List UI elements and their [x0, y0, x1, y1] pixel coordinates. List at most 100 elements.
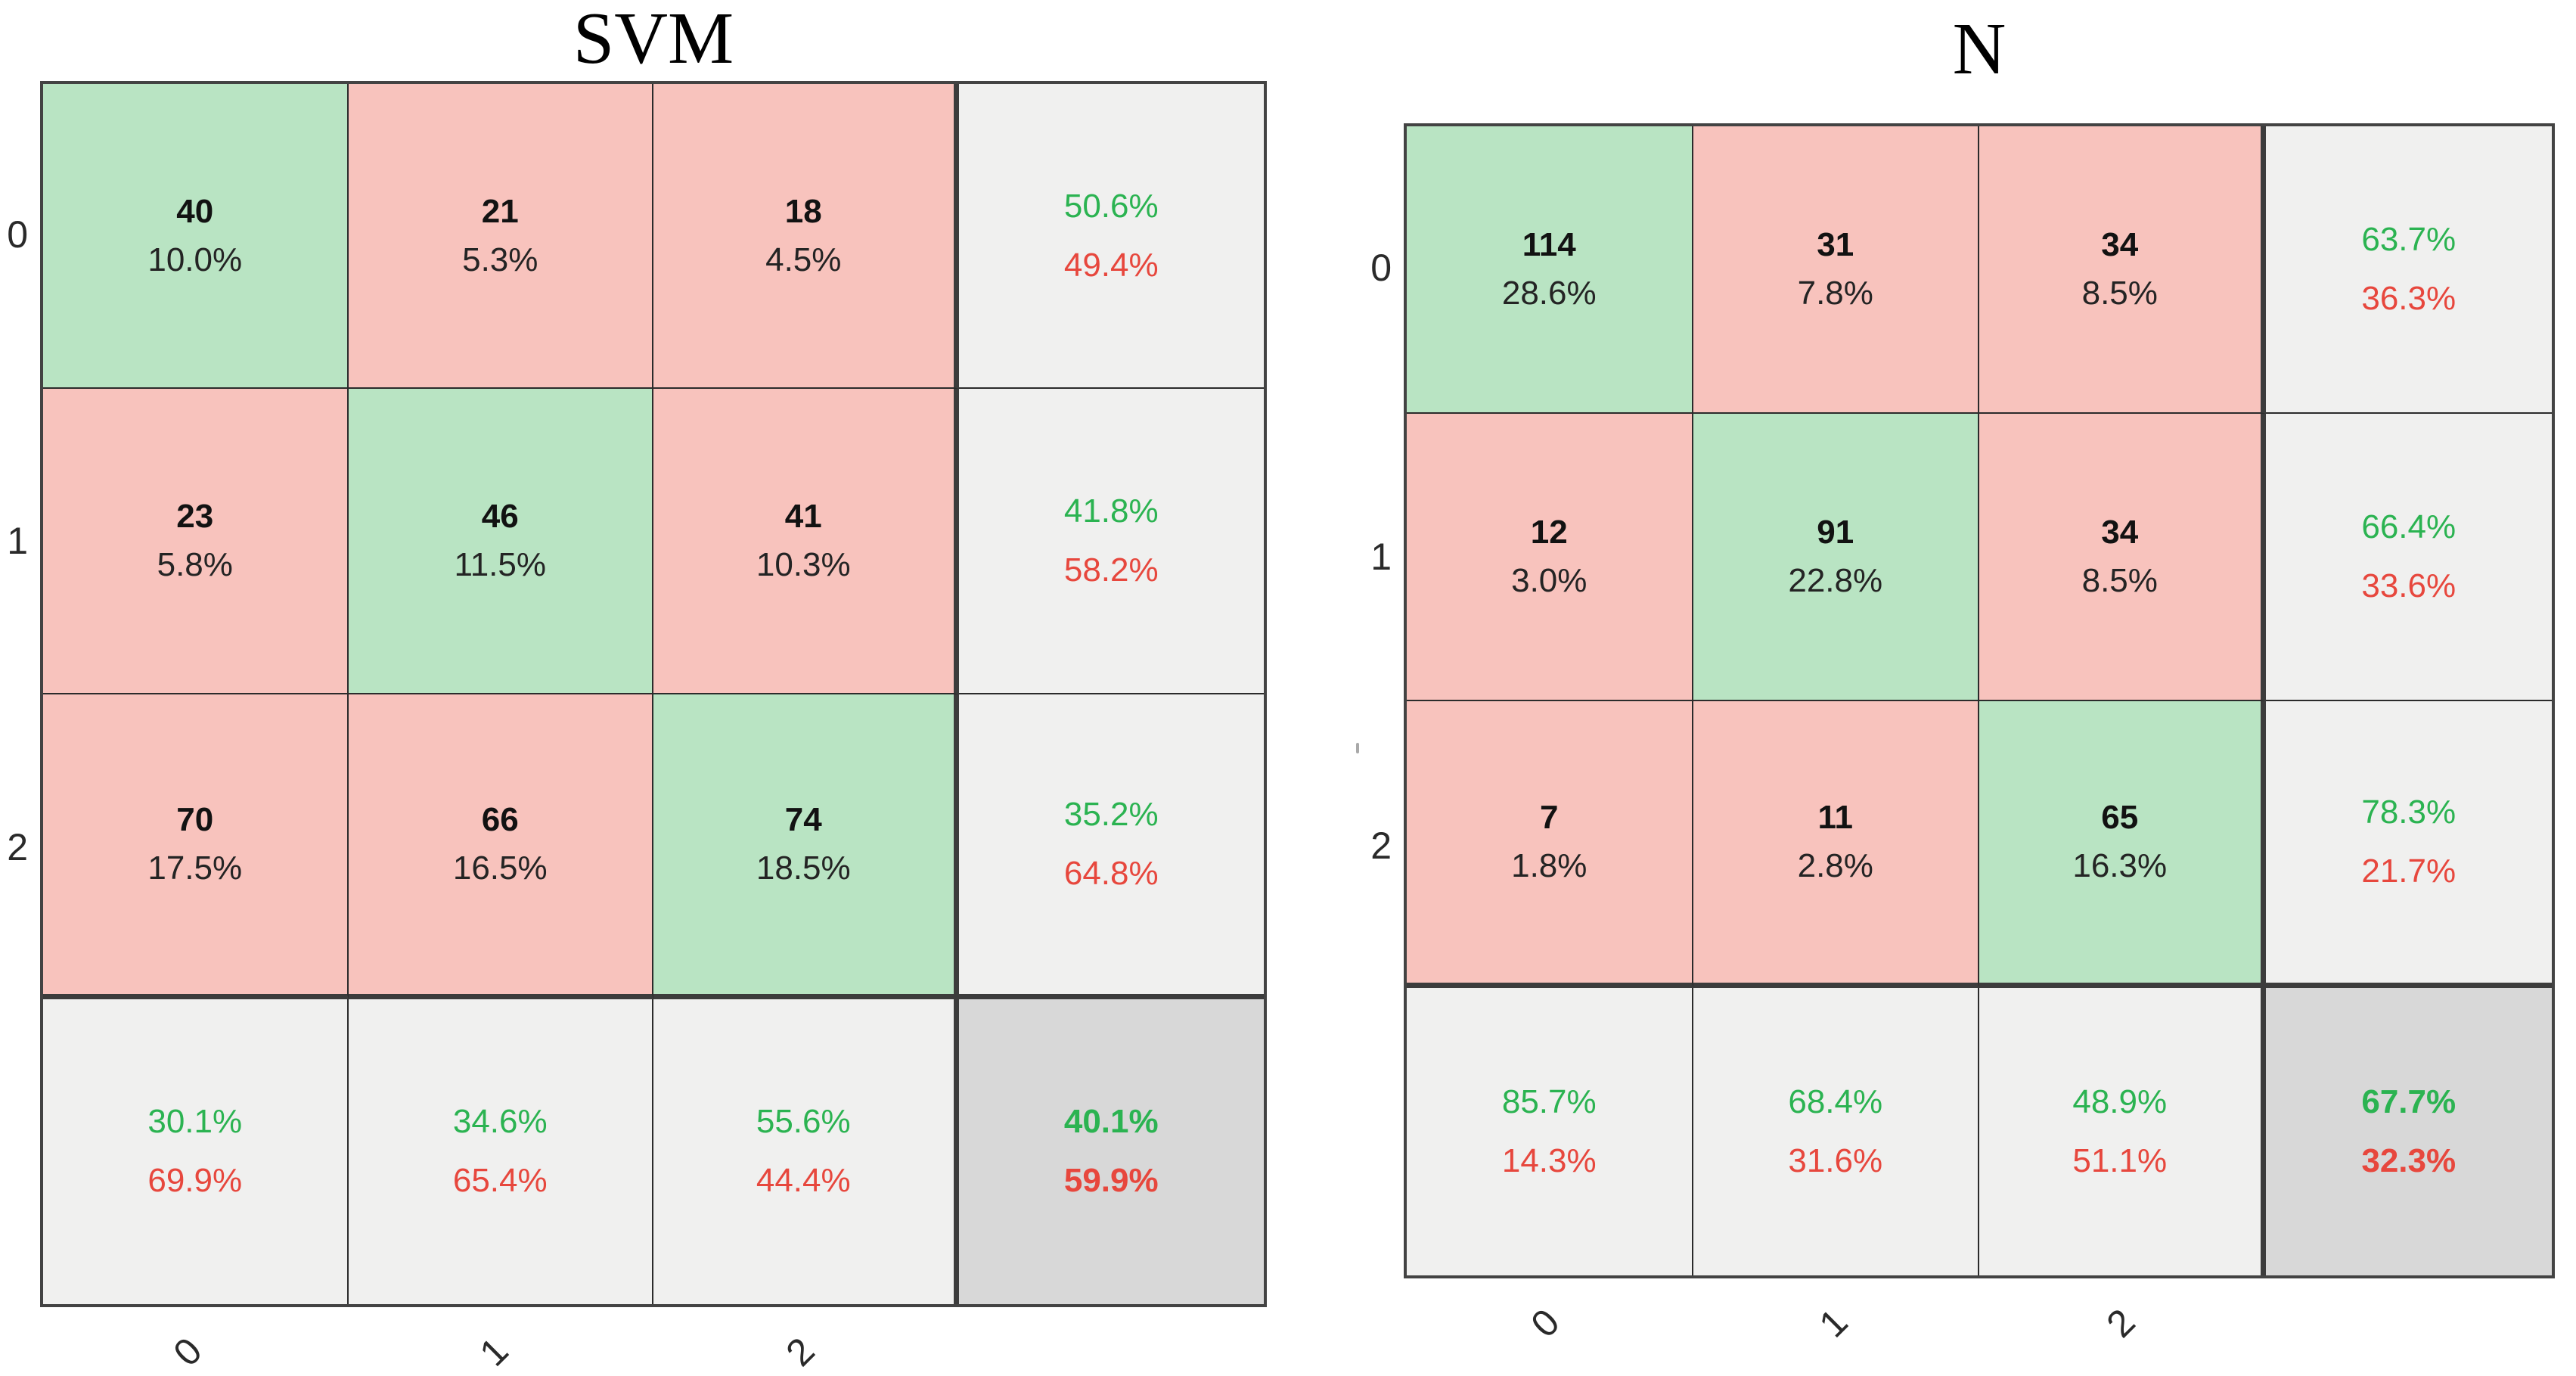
- cell-percent: 5.3%: [462, 241, 538, 278]
- cell-count: 91: [1817, 513, 1854, 551]
- cell-count: 66: [481, 800, 519, 838]
- cell-percent: 10.0%: [147, 241, 243, 278]
- summary-red: 59.9%: [1063, 1162, 1159, 1200]
- svm-total-accuracy: 40.1% 59.9%: [958, 999, 1264, 1304]
- cell-count: 21: [481, 192, 519, 230]
- summary-green: 68.4%: [1788, 1083, 1883, 1121]
- cell-count: 65: [2101, 798, 2139, 836]
- n-col-summary-0: 85.7% 14.3%: [1407, 988, 1693, 1275]
- summary-red: 21.7%: [2361, 852, 2457, 890]
- summary-red: 14.3%: [1501, 1142, 1597, 1180]
- cell-count: 34: [2101, 225, 2139, 263]
- n-ytick-0: 0: [1370, 247, 1392, 289]
- svm-xtick-1: 1: [471, 1329, 517, 1374]
- cell-count: 46: [481, 497, 519, 535]
- svm-cell-1-2: 41 10.3%: [653, 389, 959, 694]
- svm-ytick-2: 2: [7, 826, 28, 868]
- n-cell-2-1: 11 2.8%: [1693, 700, 1979, 989]
- summary-red: 33.6%: [2361, 567, 2457, 604]
- n-ytick-2: 2: [1370, 825, 1392, 867]
- summary-green: 66.4%: [2361, 508, 2457, 545]
- summary-green: 78.3%: [2361, 793, 2457, 831]
- summary-green: 55.6%: [756, 1103, 851, 1141]
- summary-red: 44.4%: [756, 1162, 851, 1200]
- cell-count: 41: [784, 497, 822, 535]
- n-xtick-1: 1: [1811, 1300, 1856, 1346]
- n-cell-0-2: 34 8.5%: [1979, 126, 2266, 414]
- summary-green: 50.6%: [1063, 187, 1159, 225]
- summary-green: 63.7%: [2361, 220, 2457, 258]
- cell-count: 18: [784, 192, 822, 230]
- n-total-accuracy: 67.7% 32.3%: [2265, 988, 2552, 1275]
- summary-green: 35.2%: [1063, 795, 1159, 833]
- cell-percent: 10.3%: [756, 545, 851, 583]
- summary-green: 48.9%: [2072, 1083, 2168, 1121]
- summary-green: 67.7%: [2361, 1083, 2457, 1121]
- svm-ytick-1: 1: [7, 520, 28, 562]
- summary-red: 64.8%: [1063, 854, 1159, 892]
- svm-xtick-2: 2: [777, 1329, 823, 1374]
- cell-percent: 22.8%: [1788, 561, 1883, 599]
- cell-percent: 4.5%: [765, 241, 842, 278]
- n-cell-2-0: 7 1.8%: [1407, 700, 1693, 989]
- svm-cell-2-2: 74 18.5%: [653, 694, 959, 999]
- cell-count: 70: [176, 800, 214, 838]
- n-ytick-1: 1: [1370, 536, 1392, 578]
- svm-cell-0-0: 40 10.0%: [43, 84, 349, 390]
- n-cell-1-2: 34 8.5%: [1979, 413, 2266, 701]
- n-confusion-matrix: 114 28.6% 31 7.8% 34 8.5% 63.7% 36.3% 12…: [1404, 123, 2555, 1278]
- n-title: N: [1952, 8, 2006, 90]
- svm-cell-1-1: 46 11.5%: [348, 389, 653, 694]
- svm-row-summary-0: 50.6% 49.4%: [958, 84, 1264, 390]
- cell-count: 74: [784, 800, 822, 838]
- cell-percent: 16.5%: [452, 849, 548, 887]
- cell-percent: 18.5%: [756, 849, 851, 887]
- svm-title: SVM: [573, 0, 734, 79]
- cell-count: 114: [1522, 225, 1576, 263]
- summary-red: 51.1%: [2072, 1142, 2168, 1180]
- summary-green: 41.8%: [1063, 492, 1159, 530]
- cell-count: 31: [1817, 225, 1854, 263]
- svm-col-summary-2: 55.6% 44.4%: [653, 999, 959, 1304]
- svm-col-summary-0: 30.1% 69.9%: [43, 999, 349, 1304]
- cell-percent: 8.5%: [2081, 561, 2158, 599]
- summary-green: 30.1%: [147, 1103, 243, 1141]
- svm-cell-2-0: 70 17.5%: [43, 694, 349, 999]
- summary-red: 31.6%: [1788, 1142, 1883, 1180]
- stray-mark: [1356, 743, 1359, 753]
- svm-cell-1-0: 23 5.8%: [43, 389, 349, 694]
- n-xtick-2: 2: [2098, 1300, 2143, 1346]
- cell-count: 40: [176, 192, 214, 230]
- n-col-summary-2: 48.9% 51.1%: [1979, 988, 2266, 1275]
- n-cell-2-2: 65 16.3%: [1979, 700, 2266, 989]
- svm-cell-0-2: 18 4.5%: [653, 84, 959, 390]
- cell-count: 11: [1817, 798, 1853, 836]
- cell-count: 7: [1540, 798, 1559, 836]
- summary-red: 69.9%: [147, 1162, 243, 1200]
- n-row-summary-0: 63.7% 36.3%: [2265, 126, 2552, 414]
- summary-red: 58.2%: [1063, 551, 1159, 589]
- n-cell-0-1: 31 7.8%: [1693, 126, 1979, 414]
- n-col-summary-1: 68.4% 31.6%: [1693, 988, 1979, 1275]
- svm-cell-2-1: 66 16.5%: [348, 694, 653, 999]
- svm-row-summary-1: 41.8% 58.2%: [958, 389, 1264, 694]
- cell-percent: 1.8%: [1511, 846, 1587, 884]
- svm-row-summary-2: 35.2% 64.8%: [958, 694, 1264, 999]
- summary-green: 34.6%: [452, 1103, 548, 1141]
- n-cell-1-1: 91 22.8%: [1693, 413, 1979, 701]
- cell-percent: 11.5%: [454, 545, 547, 583]
- n-xtick-0: 0: [1522, 1300, 1568, 1346]
- n-row-summary-1: 66.4% 33.6%: [2265, 413, 2552, 701]
- n-row-summary-2: 78.3% 21.7%: [2265, 700, 2552, 989]
- cell-count: 12: [1530, 513, 1568, 551]
- summary-red: 36.3%: [2361, 279, 2457, 317]
- summary-green: 40.1%: [1063, 1103, 1159, 1141]
- svm-col-summary-1: 34.6% 65.4%: [348, 999, 653, 1304]
- cell-percent: 5.8%: [157, 545, 233, 583]
- svm-confusion-matrix: 40 10.0% 21 5.3% 18 4.5% 50.6% 49.4% 23 …: [40, 81, 1267, 1307]
- n-cell-0-0: 114 28.6%: [1407, 126, 1693, 414]
- svm-cell-0-1: 21 5.3%: [348, 84, 653, 390]
- cell-percent: 2.8%: [1797, 846, 1873, 884]
- svm-ytick-0: 0: [7, 213, 28, 256]
